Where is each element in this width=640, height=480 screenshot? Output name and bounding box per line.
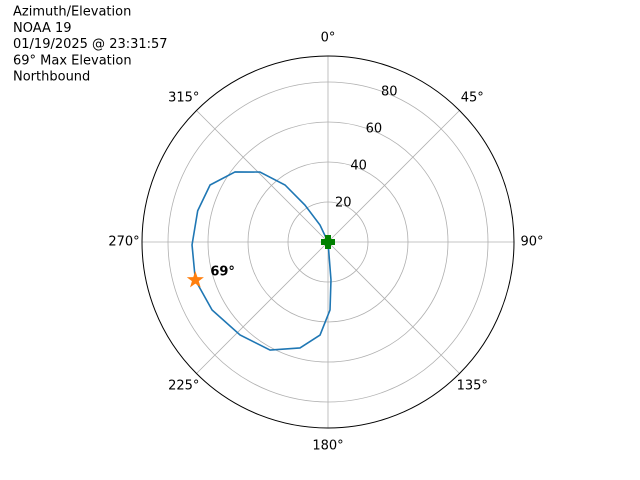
title-line: Northbound — [13, 70, 90, 85]
max-elevation-label: 69° — [210, 265, 235, 280]
track-line — [191, 171, 332, 351]
title-line: 01/19/2025 @ 23:31:57 — [13, 37, 168, 52]
max-elevation-star — [186, 271, 204, 288]
grid-spoke — [327, 241, 460, 374]
r-tick-label: 60 — [366, 122, 383, 137]
theta-tick-label: 45° — [461, 90, 484, 105]
theta-tick-label: 135° — [457, 379, 488, 394]
theta-tick-label: 270° — [108, 235, 139, 250]
title-line: Azimuth/Elevation — [13, 5, 131, 20]
theta-tick-label: 90° — [520, 235, 543, 250]
grid-spoke — [327, 110, 460, 243]
theta-tick-label: 315° — [168, 90, 199, 105]
r-tick-label: 80 — [381, 85, 398, 100]
polar-frame — [141, 55, 515, 429]
grid-spoke — [196, 241, 329, 374]
grid-spoke — [196, 110, 329, 243]
theta-tick-label: 225° — [168, 379, 199, 394]
r-tick-label: 40 — [350, 159, 367, 174]
title-line: 69° Max Elevation — [13, 53, 132, 68]
theta-tick-label: 180° — [312, 439, 343, 454]
endpoint-marker — [321, 235, 335, 249]
title-line: NOAA 19 — [13, 21, 72, 36]
theta-tick-label: 0° — [321, 31, 336, 46]
r-tick-label: 20 — [335, 196, 352, 211]
